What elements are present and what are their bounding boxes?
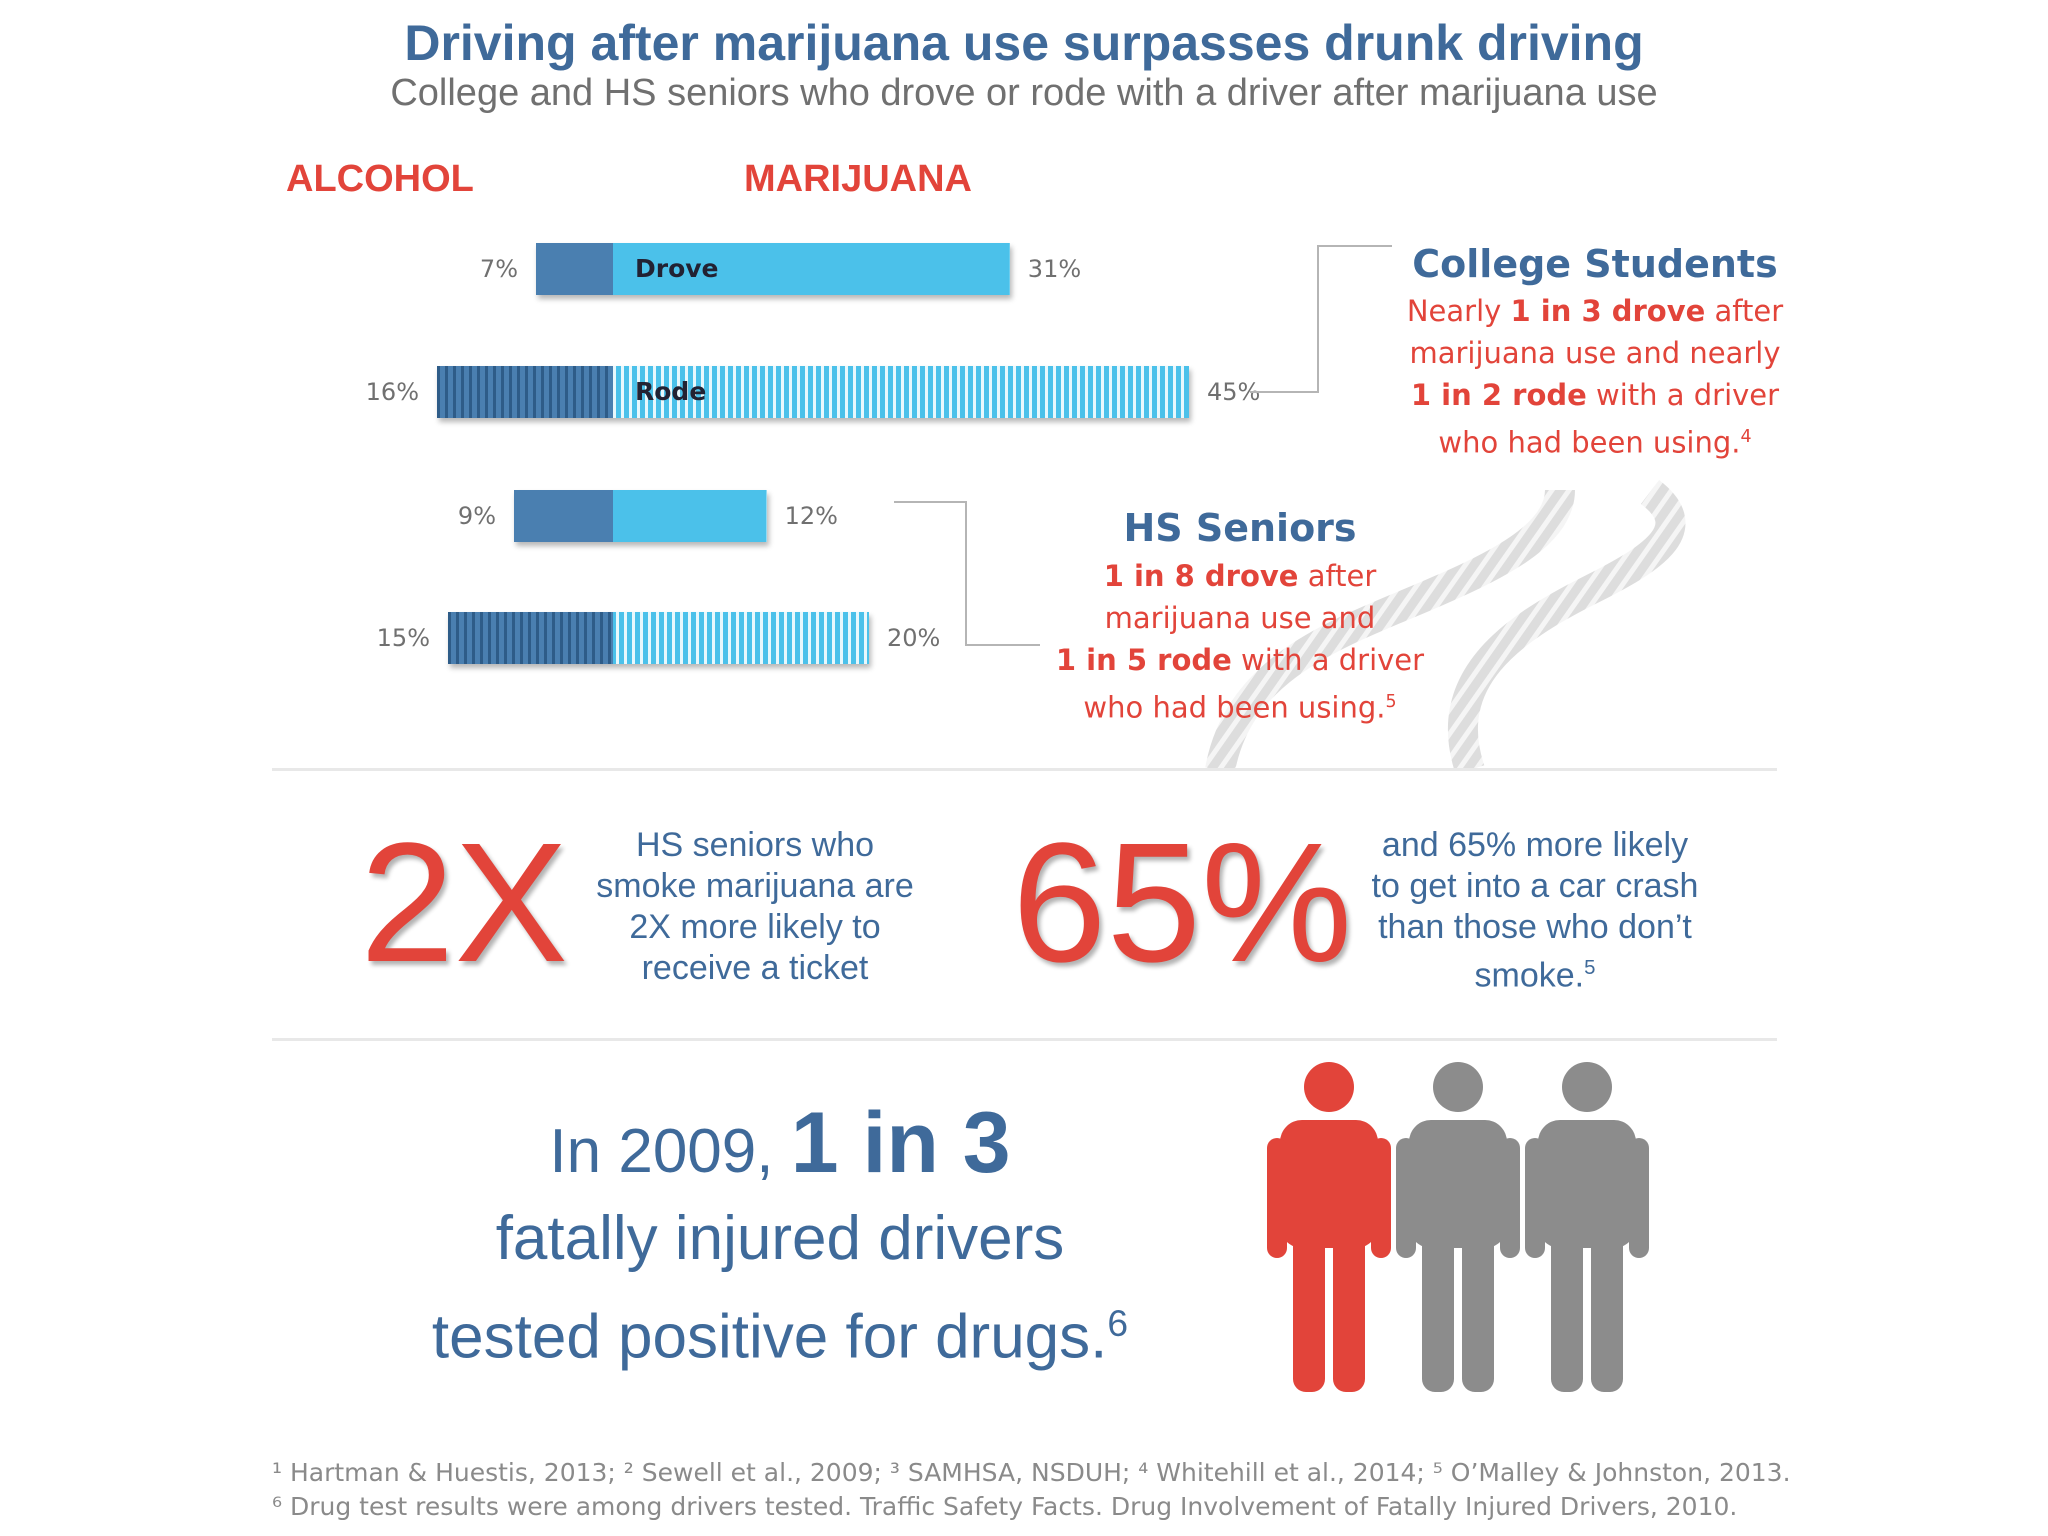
divider — [272, 768, 1777, 771]
ticket-stat-text: HS seniors who smoke marijuana are 2X mo… — [596, 826, 914, 987]
marijuana-bar — [613, 490, 767, 542]
marijuana-value-label: 31% — [1027, 255, 1082, 283]
crash-stat-number: 65% — [1012, 808, 1353, 998]
ticket-stat-number: 2X — [360, 808, 568, 998]
marijuana-bar — [613, 366, 1189, 418]
footnote-2: ⁶ Drug test results were among drivers t… — [272, 1492, 1738, 1521]
marijuana-bar — [613, 612, 869, 664]
tire-tracks-icon — [1205, 480, 1686, 770]
person-icon — [1525, 1062, 1649, 1392]
crash-stat-text: and 65% more likely to get into a car cr… — [1371, 826, 1699, 995]
alcohol-value-label: 9% — [457, 502, 496, 530]
marijuana-value-label: 20% — [887, 624, 941, 652]
people-figures — [1267, 1062, 1649, 1392]
page-subtitle: College and HS seniors who drove or rode… — [390, 72, 1658, 114]
alcohol-bar — [536, 243, 613, 295]
connector-lines — [894, 245, 1392, 646]
bar-row — [514, 490, 767, 542]
alcohol-bar — [514, 490, 613, 542]
marijuana-bar — [613, 243, 1010, 295]
bar-row — [448, 612, 869, 664]
college-text: Nearly 1 in 3 drove after marijuana use … — [1406, 294, 1784, 460]
hs-heading: HS Seniors — [1123, 506, 1357, 550]
person-icon — [1396, 1062, 1520, 1392]
alcohol-value-label: 15% — [376, 624, 430, 652]
footnote-1: ¹ Hartman & Huestis, 2013; ² Sewell et a… — [272, 1458, 1791, 1487]
drug-statement: In 2009, 1 in 3 fatally injured drivers … — [431, 1095, 1129, 1372]
bar-label: Rode — [635, 377, 707, 406]
person-icon-highlighted — [1267, 1062, 1391, 1392]
hs-text: 1 in 8 drove after marijuana use and 1 i… — [1055, 559, 1425, 725]
legend-alcohol: ALCOHOL — [286, 158, 474, 200]
alcohol-bar — [437, 366, 613, 418]
bar-label: Drove — [635, 254, 719, 283]
alcohol-value-label: 7% — [479, 255, 518, 283]
page-title: Driving after marijuana use surpasses dr… — [404, 15, 1644, 71]
legend-marijuana: MARIJUANA — [744, 158, 972, 200]
bar-row — [536, 243, 1010, 295]
divider — [272, 1038, 1777, 1041]
marijuana-value-label: 12% — [784, 502, 838, 530]
alcohol-value-label: 16% — [365, 378, 419, 406]
alcohol-bar — [448, 612, 613, 664]
bar-row — [437, 366, 1189, 418]
college-heading: College Students — [1412, 242, 1778, 286]
